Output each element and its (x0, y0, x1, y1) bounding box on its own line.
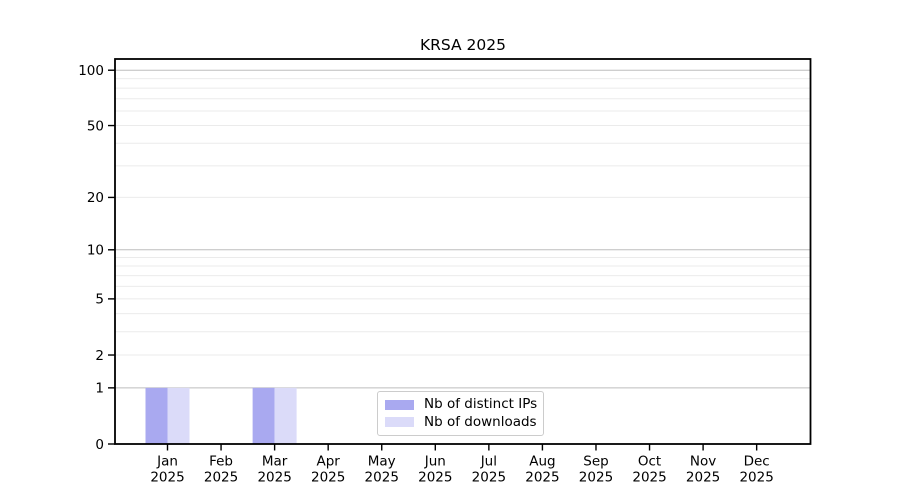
plot-frame (114, 58, 812, 445)
x-tick-label-dec: Dec 2025 (739, 454, 773, 486)
legend-row-distinct-ips: Nb of distinct IPs (385, 396, 538, 412)
y-tick-label-2: 2 (95, 348, 104, 364)
y-tick-label-100: 100 (78, 63, 104, 79)
x-tick-label-sep: Sep 2025 (579, 454, 613, 486)
x-tick-label-jan: Jan 2025 (150, 454, 184, 486)
legend-swatch-downloads (385, 417, 414, 428)
x-tick-label-jul: Jul 2025 (472, 454, 506, 486)
bar-distinct-ips-jan (145, 387, 168, 444)
legend-label-downloads: Nb of downloads (424, 413, 537, 430)
y-tick-label-1: 1 (95, 381, 104, 397)
legend-swatch-distinct-ips (385, 399, 414, 410)
y-tick-label-50: 50 (87, 118, 104, 134)
x-tick-label-jun: Jun 2025 (418, 454, 452, 486)
x-tick-label-feb: Feb 2025 (204, 454, 238, 486)
legend-row-downloads: Nb of downloads (385, 413, 537, 430)
y-tick-label-5: 5 (95, 292, 104, 308)
bar-downloads-mar (274, 387, 297, 444)
x-tick-label-nov: Nov 2025 (686, 454, 720, 486)
y-tick-label-10: 10 (87, 243, 104, 259)
y-tick-label-20: 20 (87, 190, 104, 206)
y-tick-label-0: 0 (95, 437, 104, 453)
x-tick-label-apr: Apr 2025 (311, 454, 345, 486)
bar-downloads-jan (167, 387, 190, 444)
x-tick-label-aug: Aug 2025 (525, 454, 559, 486)
x-tick-label-oct: Oct 2025 (632, 454, 666, 486)
x-tick-label-mar: Mar 2025 (257, 454, 291, 486)
x-tick-label-may: May 2025 (365, 454, 399, 486)
chart-title: KRSA 2025 (419, 36, 507, 54)
legend-label-distinct-ips: Nb of distinct IPs (424, 396, 538, 412)
bar-distinct-ips-mar (252, 387, 275, 444)
legend-box: Nb of distinct IPs Nb of downloads (377, 391, 544, 436)
